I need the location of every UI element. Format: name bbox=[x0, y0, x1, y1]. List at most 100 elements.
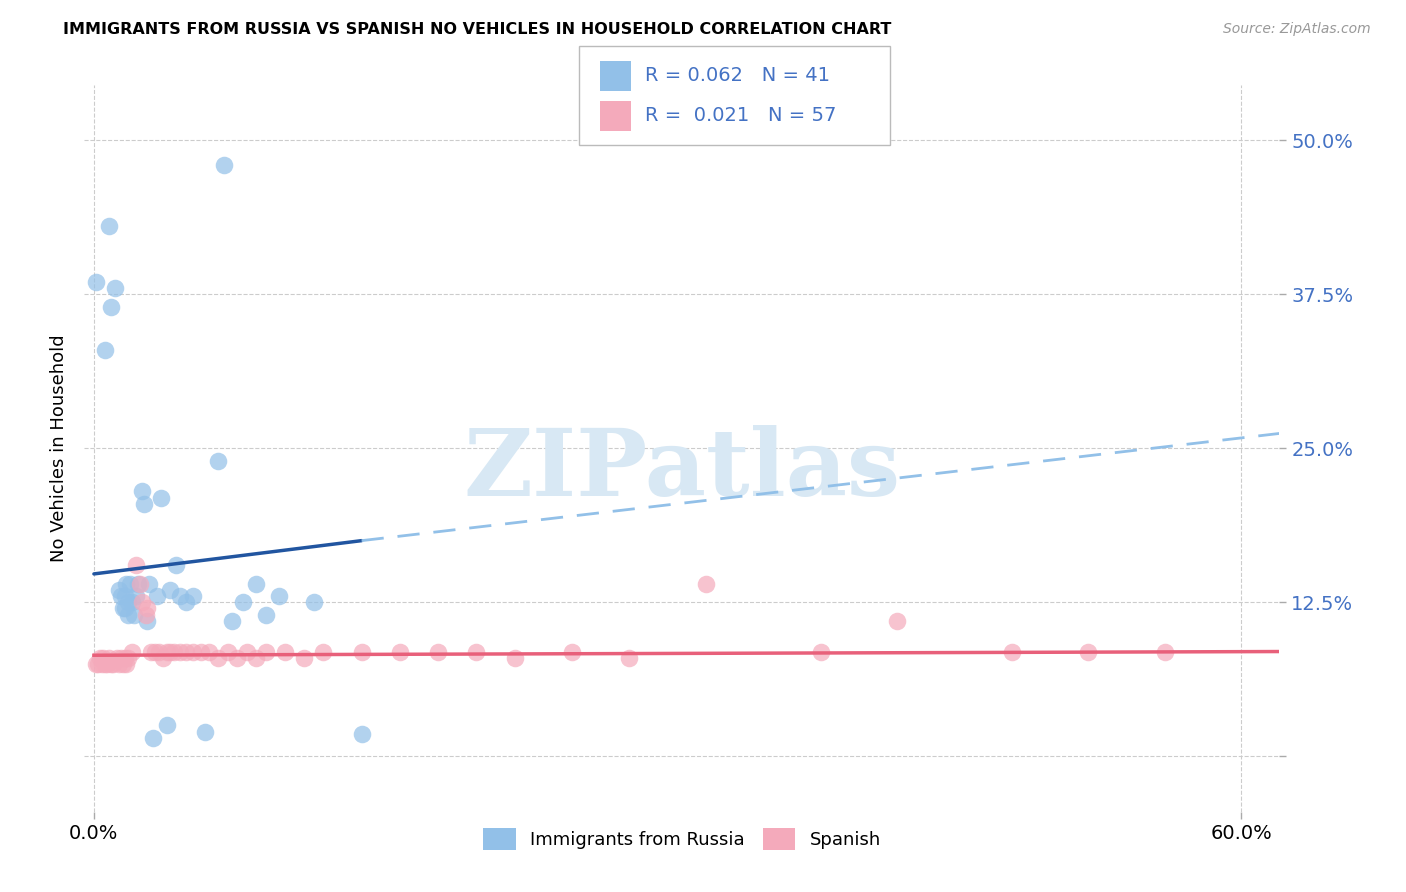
Point bbox=[135, 607, 157, 622]
Point bbox=[132, 497, 155, 511]
Point bbox=[136, 601, 159, 615]
Point bbox=[87, 657, 110, 671]
Point bbox=[159, 582, 181, 597]
Point bbox=[90, 657, 112, 671]
Point bbox=[128, 576, 150, 591]
Point bbox=[254, 644, 277, 658]
Point bbox=[183, 589, 205, 603]
Point bbox=[94, 343, 117, 357]
Point bbox=[98, 219, 121, 234]
Point bbox=[149, 491, 172, 505]
Point bbox=[427, 644, 450, 658]
Point bbox=[174, 644, 197, 658]
Point bbox=[84, 657, 107, 671]
Point bbox=[131, 484, 153, 499]
Text: R = 0.062   N = 41: R = 0.062 N = 41 bbox=[645, 66, 831, 86]
Point bbox=[100, 300, 122, 314]
Point bbox=[89, 650, 111, 665]
Point bbox=[146, 589, 169, 603]
Point bbox=[142, 731, 165, 745]
Point bbox=[114, 601, 136, 615]
Point bbox=[217, 644, 239, 658]
Point bbox=[226, 650, 249, 665]
Point bbox=[1077, 644, 1099, 658]
Point bbox=[117, 650, 139, 665]
Point bbox=[115, 657, 138, 671]
Point bbox=[165, 558, 187, 573]
Point bbox=[107, 582, 129, 597]
Point bbox=[232, 595, 254, 609]
Text: IMMIGRANTS FROM RUSSIA VS SPANISH NO VEHICLES IN HOUSEHOLD CORRELATION CHART: IMMIGRANTS FROM RUSSIA VS SPANISH NO VEH… bbox=[63, 22, 891, 37]
Point bbox=[619, 650, 641, 665]
Point bbox=[163, 644, 186, 658]
Text: Source: ZipAtlas.com: Source: ZipAtlas.com bbox=[1223, 22, 1371, 37]
Point bbox=[312, 644, 335, 658]
Point bbox=[114, 650, 136, 665]
Point bbox=[131, 595, 153, 609]
Point bbox=[110, 650, 132, 665]
Point bbox=[695, 576, 717, 591]
Y-axis label: No Vehicles in Household: No Vehicles in Household bbox=[49, 334, 67, 562]
Point bbox=[350, 644, 373, 658]
Point bbox=[169, 644, 191, 658]
Point bbox=[110, 589, 132, 603]
Point bbox=[274, 644, 297, 658]
Point bbox=[194, 724, 217, 739]
Point bbox=[93, 650, 115, 665]
Point bbox=[197, 644, 219, 658]
Point bbox=[136, 614, 159, 628]
Point bbox=[155, 718, 177, 732]
Point bbox=[141, 644, 163, 658]
Point bbox=[101, 657, 124, 671]
Point bbox=[121, 595, 143, 609]
Point bbox=[117, 607, 139, 622]
Point bbox=[350, 727, 373, 741]
Point bbox=[138, 576, 160, 591]
Point bbox=[121, 644, 143, 658]
Point bbox=[96, 657, 118, 671]
Point bbox=[148, 644, 170, 658]
Point bbox=[221, 614, 243, 628]
Point bbox=[254, 607, 277, 622]
Point bbox=[125, 558, 148, 573]
Point bbox=[105, 650, 128, 665]
Point bbox=[122, 607, 145, 622]
Point bbox=[388, 644, 411, 658]
Point bbox=[125, 589, 148, 603]
Point bbox=[207, 650, 229, 665]
Point bbox=[155, 644, 177, 658]
Point bbox=[245, 650, 267, 665]
Point bbox=[190, 644, 212, 658]
Point bbox=[302, 595, 325, 609]
Point bbox=[236, 644, 259, 658]
Point bbox=[810, 644, 832, 658]
Point bbox=[94, 657, 117, 671]
Point bbox=[107, 657, 129, 671]
Legend: Immigrants from Russia, Spanish: Immigrants from Russia, Spanish bbox=[475, 821, 889, 857]
Point bbox=[100, 657, 122, 671]
Text: R =  0.021   N = 57: R = 0.021 N = 57 bbox=[645, 106, 837, 126]
Point bbox=[561, 644, 583, 658]
Point bbox=[111, 657, 134, 671]
Point bbox=[98, 650, 121, 665]
Point bbox=[174, 595, 197, 609]
Point bbox=[152, 650, 174, 665]
Point bbox=[120, 576, 142, 591]
Point bbox=[465, 644, 488, 658]
Point bbox=[117, 595, 139, 609]
Point bbox=[114, 589, 136, 603]
Point bbox=[169, 589, 191, 603]
Point bbox=[183, 644, 205, 658]
Point bbox=[1001, 644, 1024, 658]
Point bbox=[886, 614, 908, 628]
Point bbox=[207, 453, 229, 467]
Point bbox=[115, 576, 138, 591]
Point bbox=[84, 275, 107, 289]
Point bbox=[503, 650, 526, 665]
Point bbox=[269, 589, 291, 603]
Point bbox=[111, 601, 134, 615]
Point bbox=[212, 158, 235, 172]
Text: ZIPatlas: ZIPatlas bbox=[464, 425, 900, 515]
Point bbox=[292, 650, 315, 665]
Point bbox=[1153, 644, 1175, 658]
